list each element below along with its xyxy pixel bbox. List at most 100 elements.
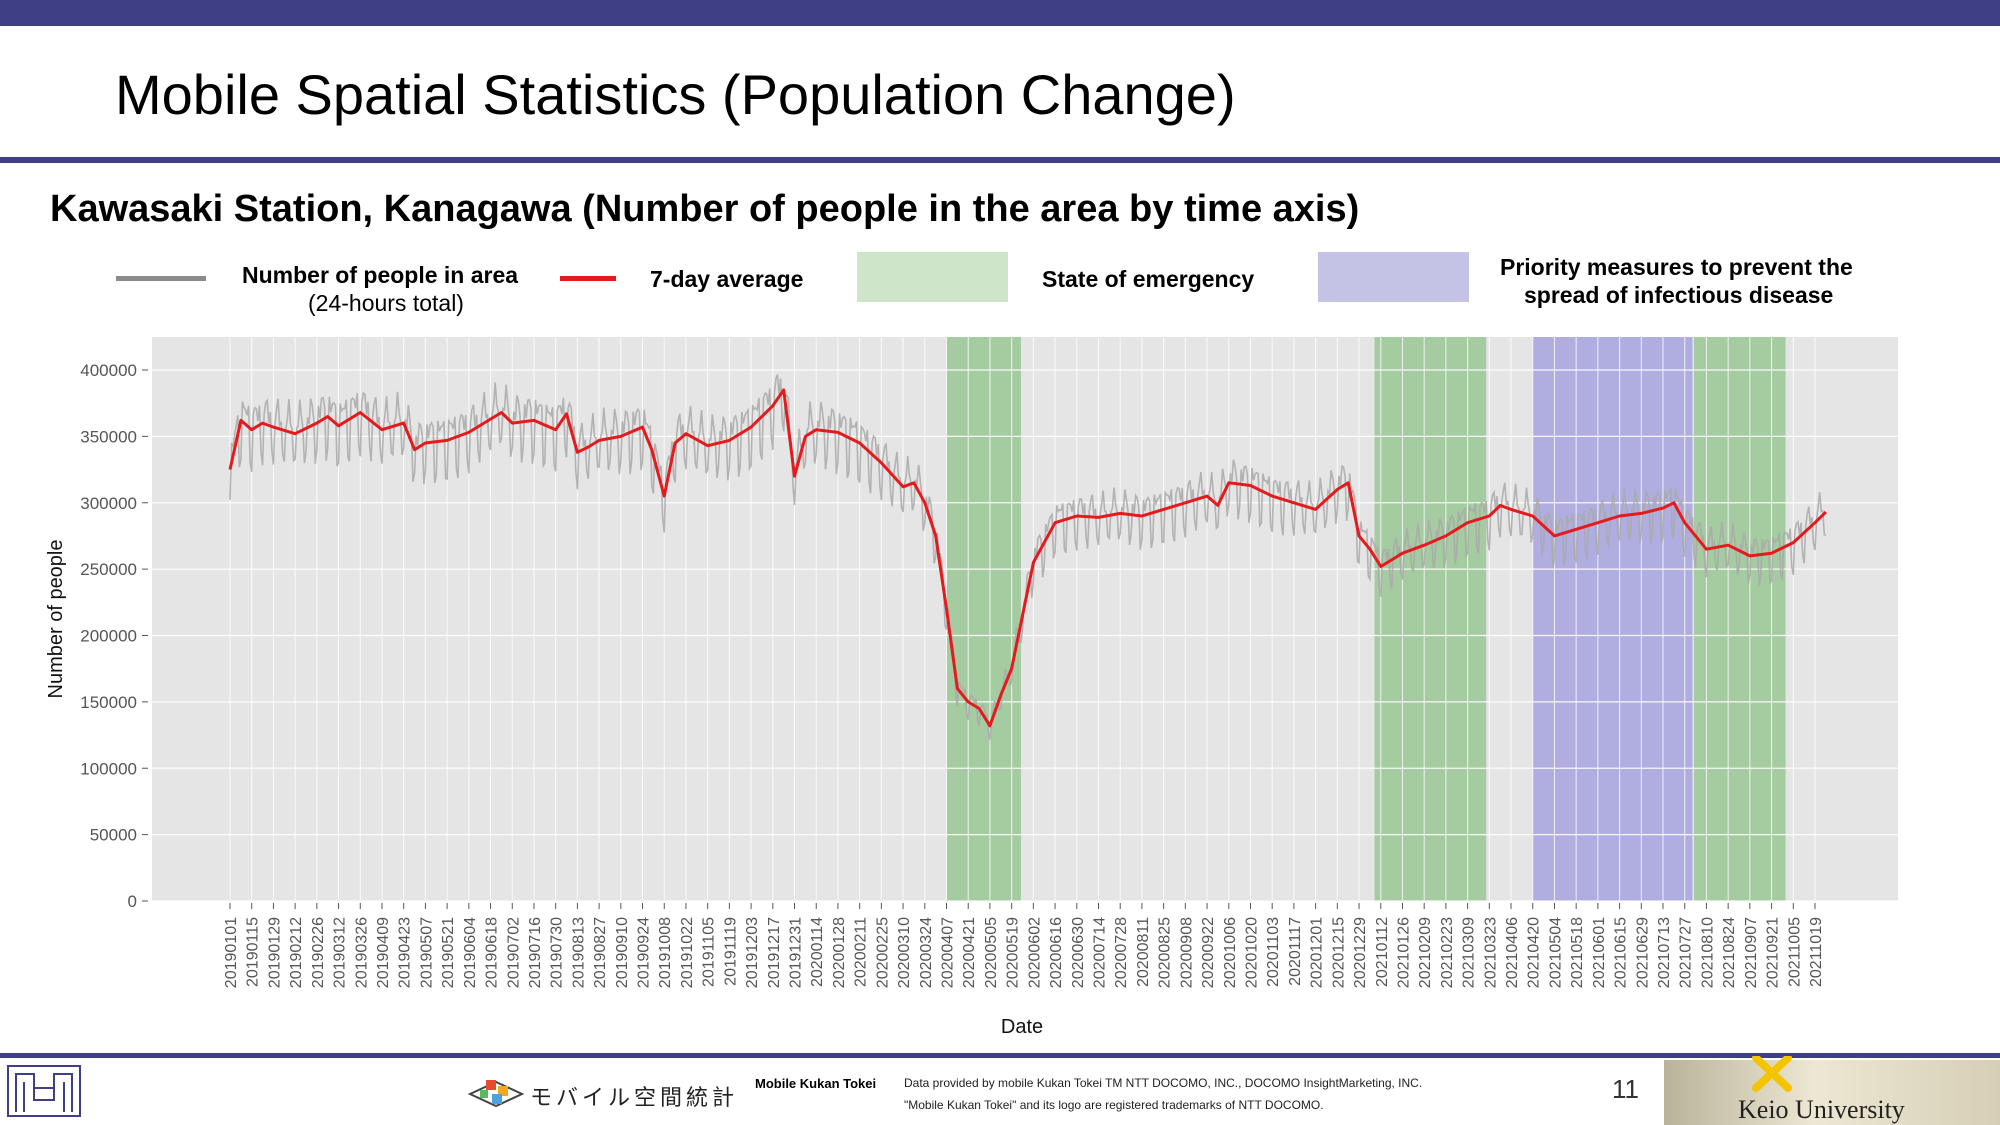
x-tick-label: 20191022 <box>679 917 696 988</box>
x-tick-label: 20200616 <box>1048 917 1065 988</box>
x-tick-label: 20200728 <box>1113 917 1130 988</box>
y-tick-label: 400000 <box>80 361 137 380</box>
x-tick-label: 20190730 <box>549 917 566 988</box>
x-tick-label: 20210420 <box>1526 917 1543 988</box>
x-tick-label: 20210112 <box>1374 917 1391 987</box>
footer-brand: Mobile Kukan Tokei <box>755 1076 877 1091</box>
x-tick-label: 20210323 <box>1482 917 1499 988</box>
emergency-period-2 <box>1374 337 1487 901</box>
page-number: 11 <box>1612 1074 1639 1104</box>
legend-emergency-swatch <box>857 252 1008 302</box>
legend-avg-label: 7-day average <box>650 266 804 292</box>
x-tick-label: 20200630 <box>1070 917 1087 988</box>
x-tick-label: 20190226 <box>310 917 327 988</box>
emergency-period-4 <box>1694 337 1786 901</box>
x-tick-label: 20190507 <box>418 917 435 988</box>
x-tick-label: 20210713 <box>1656 917 1673 988</box>
x-axis-label: Date <box>1001 1016 1043 1038</box>
pen-crest-icon <box>1752 1056 1792 1092</box>
legend-raw-sublabel: (24-hours total) <box>308 290 464 316</box>
x-tick-label: 20190910 <box>614 917 631 988</box>
mobile-logo-text: モバイル空間統計 <box>530 1086 739 1111</box>
avg-series-line <box>228 388 1827 728</box>
x-tick-label: 20190702 <box>505 917 522 988</box>
y-tick-label: 300000 <box>80 494 137 513</box>
keio-logo: Keio University <box>1664 1056 2000 1125</box>
x-tick-label: 20200211 <box>853 917 870 987</box>
x-tick-label: 20190312 <box>332 917 349 988</box>
title-divider <box>0 157 2000 163</box>
y-axis-label: Number of people <box>45 540 67 699</box>
x-tick-label: 20190716 <box>527 917 544 988</box>
x-tick-label: 20200421 <box>961 917 978 988</box>
x-tick-label: 20200407 <box>940 917 957 988</box>
x-tick-label: 20210518 <box>1569 917 1586 988</box>
x-tick-label: 20210601 <box>1591 917 1608 988</box>
x-tick-label: 20200519 <box>1005 917 1022 988</box>
legend-priority-label-1: Priority measures to prevent the <box>1500 254 1853 280</box>
cube-icon <box>467 1080 525 1108</box>
x-tick-label: 20200114 <box>809 917 826 987</box>
x-tick-label: 20200225 <box>874 917 891 988</box>
x-tick-label: 20190212 <box>288 917 305 988</box>
x-tick-label: 20211019 <box>1808 917 1825 987</box>
x-tick-label: 20200908 <box>1178 917 1195 988</box>
x-tick-label: 20210629 <box>1634 917 1651 988</box>
x-tick-label: 20210223 <box>1439 917 1456 988</box>
x-tick-label: 20210810 <box>1699 917 1716 988</box>
legend-raw-line <box>116 276 206 281</box>
chart-subtitle: Kawasaki Station, Kanagawa (Number of pe… <box>50 188 1360 230</box>
footer-note-1: Data provided by mobile Kukan Tokei TM N… <box>904 1076 1423 1090</box>
x-tick-label: 20210824 <box>1721 917 1738 988</box>
legend-priority-swatch <box>1318 252 1469 302</box>
x-tick-label: 20211005 <box>1786 917 1803 987</box>
x-tick-label: 20201020 <box>1243 917 1260 988</box>
x-tick-label: 20190101 <box>223 917 240 988</box>
y-tick-label: 0 <box>128 892 137 911</box>
x-tick-label: 20201006 <box>1222 917 1239 988</box>
x-tick-label: 20200922 <box>1200 917 1217 988</box>
legend-avg-line <box>560 276 616 281</box>
x-tick-label: 20200825 <box>1157 917 1174 988</box>
x-tick-label: 20190326 <box>353 917 370 988</box>
priority-period-3 <box>1532 337 1693 901</box>
x-tick-label: 20190115 <box>245 917 262 987</box>
raw-series-line <box>229 374 1827 740</box>
x-tick-label: 20200324 <box>918 917 935 988</box>
x-tick-label: 20200602 <box>1026 917 1043 988</box>
x-tick-label: 20201117 <box>1287 917 1304 986</box>
x-tick-label: 20191105 <box>701 917 718 987</box>
x-tick-label: 20190827 <box>592 917 609 988</box>
x-tick-label: 20191008 <box>657 917 674 988</box>
x-tick-label: 20201103 <box>1265 917 1282 987</box>
x-tick-label: 20190129 <box>266 917 283 988</box>
x-tick-label: 20201215 <box>1330 917 1347 988</box>
legend-raw-label: Number of people in area <box>242 262 519 288</box>
university-name: Keio University <box>1738 1095 1905 1124</box>
x-tick-label: 20191203 <box>744 917 761 988</box>
legend-emergency-label: State of emergency <box>1042 266 1255 292</box>
footer-note-2: "Mobile Kukan Tokei" and its logo are re… <box>904 1098 1324 1112</box>
x-tick-label: 20210406 <box>1504 917 1521 988</box>
x-tick-label: 20210209 <box>1417 917 1434 988</box>
population-chart: 0 50000 100000 150000 200000 250000 300000 3500… <box>45 337 1898 1038</box>
x-tick-label: 20210921 <box>1765 917 1782 988</box>
x-tick-label: 20210126 <box>1395 917 1412 988</box>
x-tick-label: 20191231 <box>788 917 805 988</box>
y-tick-label: 50000 <box>90 826 137 845</box>
y-tick-label: 150000 <box>80 693 137 712</box>
top-accent-bar <box>0 0 2000 26</box>
x-tick-label: 20201201 <box>1309 917 1326 988</box>
x-tick-label: 20210727 <box>1678 917 1695 988</box>
mobile-kukan-tokei-logo: モバイル空間統計 <box>466 1072 734 1112</box>
x-tick-label: 20190924 <box>636 917 653 988</box>
legend-priority-label-2: spread of infectious disease <box>1524 282 1834 308</box>
y-tick-label: 200000 <box>80 627 137 646</box>
x-tick-label: 20191217 <box>766 917 783 988</box>
x-tick-label: 20191119 <box>722 917 739 986</box>
x-tick-label: 20190423 <box>397 917 414 988</box>
x-tick-label: 20190813 <box>570 917 587 988</box>
x-tick-label: 20210504 <box>1547 917 1564 988</box>
y-tick-label: 100000 <box>80 759 137 778</box>
x-tick-label: 20210615 <box>1613 917 1630 988</box>
